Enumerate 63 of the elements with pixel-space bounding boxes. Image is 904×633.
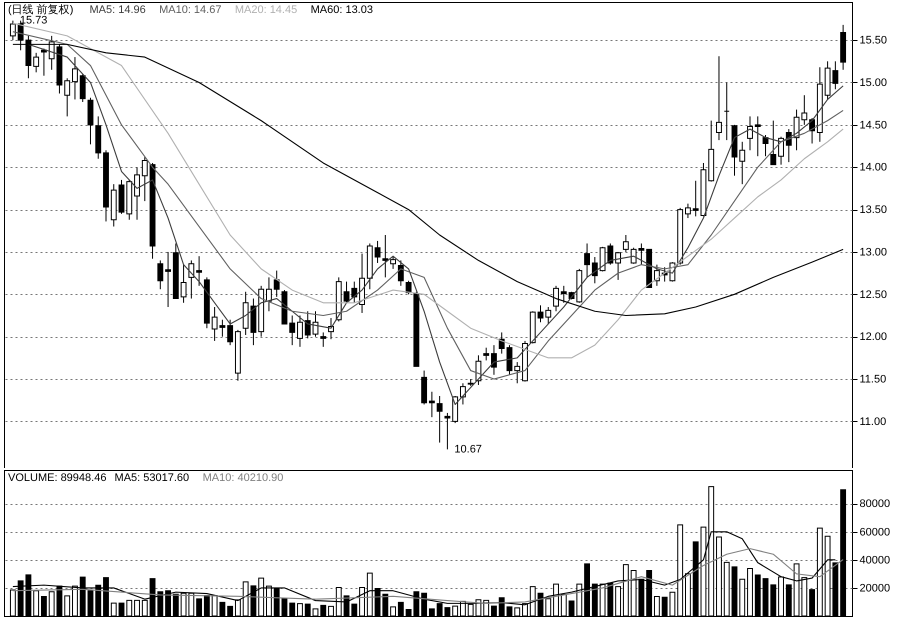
candlestick [685, 203, 691, 219]
candlestick [553, 285, 559, 312]
candlestick [142, 156, 148, 202]
text: MA20: 14.45 [234, 4, 298, 16]
candlestick [794, 109, 800, 151]
candlestick [491, 344, 497, 376]
candlestick [64, 78, 70, 117]
candlestick [538, 304, 544, 323]
y-tick-label: 12.00 [860, 331, 888, 344]
candlestick [506, 344, 512, 376]
candlestick [724, 82, 730, 141]
candlestick [545, 306, 552, 324]
candlestick [266, 276, 272, 312]
y-tick-label: 80000 [860, 498, 890, 510]
candlestick [460, 382, 466, 405]
candlestick [312, 310, 318, 338]
candlestick [157, 260, 164, 290]
candlestick [483, 347, 490, 361]
candlestick [289, 314, 296, 346]
y-tick-label: 40000 [860, 554, 890, 566]
candlestick [762, 134, 768, 157]
y-tick-label: 11.00 [860, 416, 886, 428]
candlestick [584, 242, 590, 278]
annotation: 10.67 [454, 443, 482, 456]
candlestick [406, 280, 412, 295]
text: MA10: 14.67 [159, 4, 222, 16]
annotation: 15.73 [20, 14, 48, 27]
y-tick-label: 20000 [860, 582, 890, 594]
candlestick [344, 281, 350, 304]
y-tick-label: 12.50 [860, 288, 888, 301]
y-tick-label: 15.50 [860, 34, 888, 47]
text: MA5: 53017.60 [114, 472, 190, 484]
candlestick [739, 141, 746, 185]
candlestick [476, 354, 482, 386]
chart-title: (日线 前复权) [8, 3, 74, 16]
candlestick [778, 136, 784, 166]
candlestick [165, 251, 171, 308]
candlestick [560, 285, 567, 304]
candlestick [770, 120, 776, 166]
candlestick [754, 116, 761, 157]
text: MA5: 14.96 [89, 4, 146, 16]
candlestick [297, 314, 303, 348]
candlestick [692, 180, 699, 217]
candlestick [514, 362, 520, 384]
y-tick-label: 14.50 [860, 119, 888, 132]
candlestick [80, 74, 86, 102]
text: MA10: 40210.90 [202, 472, 284, 484]
y-tick-label: 13.00 [860, 246, 888, 258]
candlestick [72, 56, 78, 100]
y-tick-label: 60000 [860, 526, 890, 538]
candlestick [398, 260, 404, 286]
text: MA60: 13.03 [310, 4, 373, 16]
y-tick-label: 13.50 [860, 204, 888, 216]
y-tick-label: 11.50 [860, 374, 886, 386]
candlestick [320, 332, 326, 348]
chart-title: VOLUME: 89948.46 [8, 472, 106, 484]
y-tick-label: 15.00 [860, 76, 888, 89]
candlestick [716, 56, 722, 141]
candlestick [747, 116, 753, 151]
candlestick [374, 240, 380, 264]
candlestick [134, 166, 140, 220]
candlestick [832, 60, 838, 90]
y-tick-label: 14.00 [860, 162, 888, 174]
